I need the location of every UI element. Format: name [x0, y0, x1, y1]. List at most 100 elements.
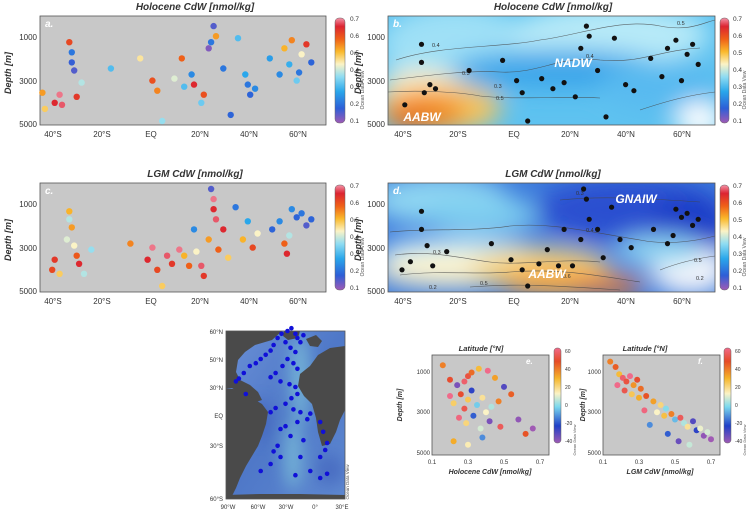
panel-a-cbar-tick-07: 0.7: [350, 16, 359, 23]
data-point: [508, 391, 515, 398]
station-marker: [402, 102, 408, 108]
panel-e-title: Latitude [°N]: [459, 344, 504, 353]
data-point: [477, 425, 484, 432]
site-marker: [293, 472, 298, 478]
data-point: [634, 376, 641, 383]
site-marker: [275, 443, 280, 449]
data-point: [461, 378, 468, 385]
data-point: [190, 81, 198, 88]
data-point: [154, 266, 161, 273]
panel-b-stations: [402, 23, 701, 124]
site-marker: [295, 391, 300, 397]
station-marker: [424, 243, 430, 249]
data-point: [686, 441, 693, 448]
panel-a-xtick-eq: EQ: [145, 130, 157, 139]
panel-b-ytick-3000: 3000: [367, 77, 385, 86]
data-point: [439, 362, 446, 369]
data-point: [276, 71, 283, 78]
station-marker: [678, 214, 685, 220]
panel-d-frame: [387, 182, 716, 293]
panel-d-aabw-label: AABW: [527, 267, 567, 281]
station-marker: [519, 267, 525, 273]
data-point: [190, 226, 198, 233]
data-point: [234, 35, 242, 42]
station-marker: [544, 247, 550, 253]
station-marker: [583, 196, 590, 202]
panel-b-nadw-label: NADW: [554, 56, 593, 70]
panel-d-xtick-40n: 40°N: [617, 297, 635, 306]
panel-f-cbar-tick: -20: [735, 421, 742, 427]
site-marker: [268, 374, 273, 380]
panel-a-xtick-60n: 60°N: [289, 130, 307, 139]
data-point: [212, 216, 220, 223]
site-marker: [283, 401, 288, 407]
map-ytick: 50°N: [210, 358, 223, 364]
panel-d-field-blobs: [388, 183, 715, 292]
data-point: [56, 91, 63, 98]
data-point: [188, 71, 195, 78]
site-marker: [243, 391, 249, 397]
panel-f-xtick: 0.7: [707, 460, 716, 466]
station-marker: [550, 86, 556, 92]
panel-b-xtick-40n: 40°N: [617, 130, 635, 139]
data-point: [684, 423, 691, 430]
station-marker: [407, 259, 413, 265]
data-point: [215, 246, 222, 253]
data-point: [308, 216, 315, 223]
data-point: [149, 244, 156, 251]
data-point: [661, 412, 668, 419]
data-point: [66, 39, 73, 46]
data-point: [66, 208, 73, 215]
data-point: [484, 367, 491, 374]
panel-f: Latitude [°N] f. Depth [m] 1000 3000 500…: [580, 344, 747, 476]
panel-b-odv-credit: Ocean Data View: [742, 70, 748, 109]
panel-b-ytick-1000: 1000: [367, 33, 385, 42]
panel-d-ytick-3000: 3000: [367, 244, 385, 253]
data-point: [71, 67, 78, 74]
data-point: [58, 101, 66, 109]
panel-a-cbar-tick-06: 0.6: [350, 33, 359, 40]
data-point: [522, 430, 529, 437]
site-marker: [258, 468, 264, 474]
panel-c-background: [39, 182, 327, 293]
station-marker: [430, 263, 436, 269]
panel-f-points: [607, 358, 714, 448]
data-point: [185, 262, 193, 269]
station-marker: [684, 210, 690, 216]
station-marker: [631, 88, 637, 94]
panel-a-ylabel: Depth [m]: [3, 51, 13, 94]
panel-a-colorbar: 0.7 0.6 0.5 0.4 0.3 0.2 0.1 Ocean Data V…: [334, 16, 366, 125]
data-point: [708, 436, 714, 443]
data-point: [612, 364, 619, 370]
station-marker: [600, 255, 606, 261]
panel-f-ytick: 3000: [588, 410, 602, 416]
panel-c-xtick-eq: EQ: [145, 297, 157, 306]
data-point: [286, 61, 293, 68]
panel-e-xtick: 0.5: [500, 460, 509, 466]
panel-d-cbar-tick-05: 0.5: [733, 217, 742, 224]
site-marker: [283, 339, 288, 345]
panel-e-xtick: 0.3: [464, 460, 473, 466]
panel-e-odv-credit: Ocean Data View: [572, 424, 577, 455]
panel-c-xtick-20n: 20°N: [191, 297, 209, 306]
site-marker: [278, 454, 283, 460]
station-marker: [664, 241, 671, 247]
panel-d-cbar-tick-07: 0.7: [733, 183, 742, 190]
site-marker: [293, 331, 298, 337]
panel-d-contour-label: 0.6: [563, 274, 571, 280]
panel-d-odv-credit: Ocean Data View: [742, 237, 748, 276]
panel-b-ytick-5000: 5000: [367, 120, 385, 129]
site-marker: [288, 345, 293, 351]
panel-d-cbar-tick-03: 0.3: [733, 251, 742, 258]
panel-c-letter: c.: [45, 186, 53, 197]
site-marker: [298, 339, 303, 345]
data-point: [193, 248, 200, 255]
site-marker: [233, 379, 239, 384]
panel-d-contour-label: 0.3: [433, 250, 441, 256]
site-marker: [279, 331, 284, 337]
data-point: [212, 33, 220, 40]
data-point: [198, 262, 205, 269]
data-point: [56, 270, 63, 277]
panel-d-xtick-40s: 40°S: [394, 297, 411, 306]
panel-d-xtick-20n: 20°N: [561, 297, 579, 306]
